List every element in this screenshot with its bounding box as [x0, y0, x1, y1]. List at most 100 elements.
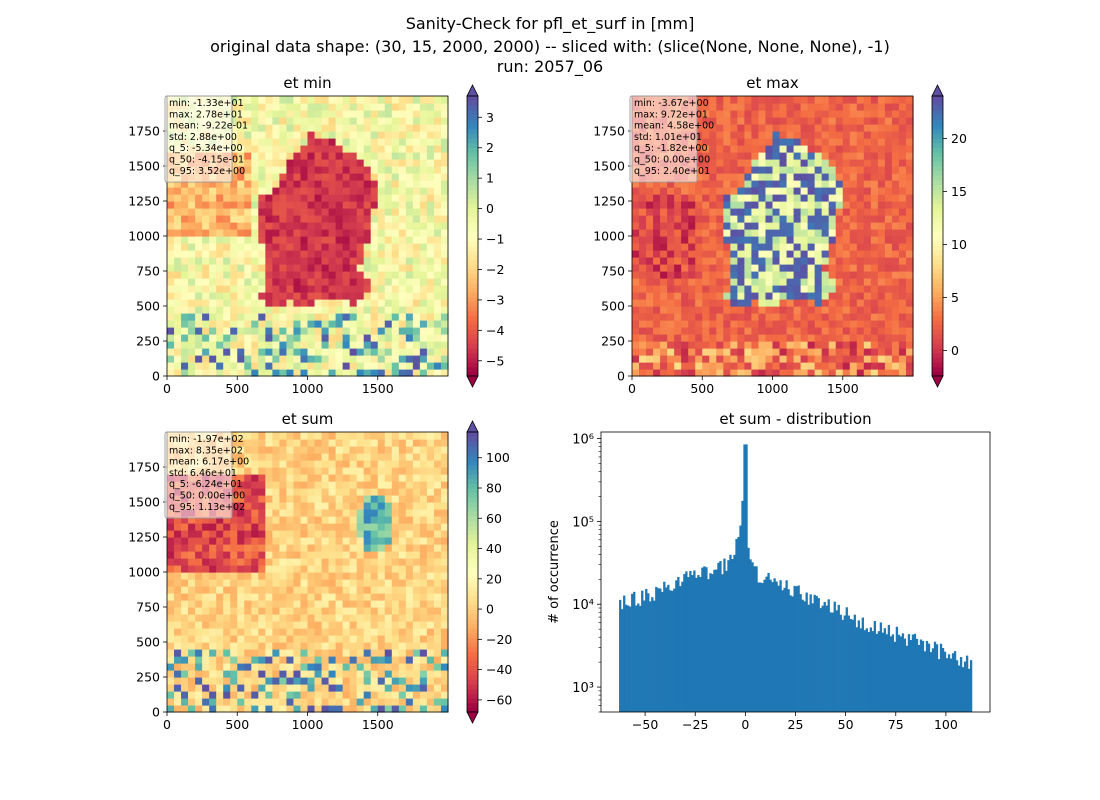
heatmap-cell — [293, 446, 302, 454]
heatmap-cell — [195, 523, 203, 531]
heatmap-cell — [758, 159, 767, 167]
heatmap-cell — [863, 299, 872, 307]
heatmap-cell — [419, 628, 428, 636]
heatmap-cell — [307, 628, 316, 636]
heatmap-cell — [174, 236, 182, 244]
heatmap-cell — [188, 355, 196, 363]
heatmap-cell — [391, 530, 400, 538]
heatmap-cell — [884, 208, 893, 216]
heatmap-cell — [195, 201, 203, 209]
heatmap-cell — [223, 558, 231, 566]
heatmap-cell — [751, 292, 760, 300]
heatmap-cell — [188, 194, 196, 202]
heatmap-cell — [828, 159, 837, 167]
heatmap-cell — [793, 187, 802, 195]
heatmap-cell — [828, 145, 837, 153]
heatmap-cell — [737, 257, 746, 265]
heatmap-cell — [293, 222, 302, 230]
heatmap-cell — [356, 460, 365, 468]
heatmap-cell — [314, 488, 323, 496]
heatmap-cell — [300, 180, 309, 188]
heatmap-cell — [223, 677, 231, 685]
heatmap-cell — [412, 698, 421, 706]
heatmap-cell — [237, 635, 245, 643]
heatmap-cell — [391, 439, 400, 447]
x-tick-label: 0 — [163, 381, 171, 396]
heatmap-cell — [419, 670, 428, 678]
colorbar-segment — [932, 226, 943, 232]
heatmap-cell — [877, 355, 886, 363]
heatmap-cell — [188, 516, 196, 524]
heatmap-cell — [349, 285, 358, 293]
heatmap-cell — [849, 257, 858, 265]
heatmap-cell — [300, 250, 309, 258]
heatmap-cell — [279, 446, 288, 454]
heatmap-cell — [209, 600, 217, 608]
heatmap-cell — [884, 152, 893, 160]
heatmap-cell — [384, 222, 393, 230]
heatmap-cell — [765, 117, 774, 125]
heatmap-cell — [349, 264, 358, 272]
heatmap-cell — [419, 537, 428, 545]
heatmap-cell — [730, 166, 738, 174]
heatmap-cell — [342, 565, 351, 573]
heatmap-cell — [237, 642, 245, 650]
heatmap-cell — [223, 201, 231, 209]
heatmap-cell — [807, 166, 816, 174]
heatmap-cell — [884, 278, 893, 286]
heatmap-cell — [877, 138, 886, 146]
heatmap-cell — [870, 278, 879, 286]
heatmap-cell — [335, 537, 344, 545]
heatmap-cell — [237, 691, 245, 699]
heatmap-cell — [251, 614, 259, 622]
heatmap-cell — [898, 362, 907, 370]
heatmap-cell — [356, 670, 365, 678]
colorbar-segment — [932, 366, 943, 372]
heatmap-cell — [419, 698, 428, 706]
heatmap-cell — [321, 355, 330, 363]
heatmap-cell — [237, 467, 245, 475]
heatmap-cell — [405, 537, 414, 545]
heatmap-cell — [898, 327, 907, 335]
heatmap-cell — [342, 145, 351, 153]
heatmap-cell — [223, 621, 231, 629]
heatmap-cell — [293, 656, 302, 664]
heatmap-cell — [321, 530, 330, 538]
heatmap-cell — [349, 96, 358, 104]
heatmap-cell — [632, 327, 640, 335]
heatmap-cell — [314, 642, 323, 650]
heatmap-cell — [870, 257, 879, 265]
heatmap-cell — [272, 453, 281, 461]
colorbar-segment — [932, 222, 943, 228]
heatmap-cell — [426, 138, 435, 146]
heatmap-cell — [426, 250, 435, 258]
heatmap-cell — [342, 572, 351, 580]
heatmap-cell — [828, 180, 837, 188]
heatmap-cell — [412, 257, 421, 265]
heatmap-cell — [849, 222, 858, 230]
heatmap-cell — [237, 621, 245, 629]
heatmap-cell — [195, 180, 203, 188]
heatmap-cell — [363, 502, 372, 510]
heatmap-cell — [709, 96, 717, 104]
y-tick-label: 500 — [136, 299, 160, 314]
heatmap-cell — [181, 600, 189, 608]
heatmap-cell — [349, 173, 358, 181]
colorbar-segment — [467, 268, 478, 274]
heatmap-cell — [230, 642, 238, 650]
heatmap-cell — [342, 663, 351, 671]
heatmap-cell — [391, 313, 400, 321]
heatmap-cell — [195, 691, 203, 699]
heatmap-cell — [765, 299, 774, 307]
heatmap-cell — [223, 327, 231, 335]
heatmap-cell — [167, 565, 175, 573]
heatmap-cell — [251, 285, 259, 293]
heatmap-cell — [370, 642, 379, 650]
heatmap-cell — [216, 621, 224, 629]
heatmap-cell — [370, 103, 379, 111]
heatmap-cell — [356, 306, 365, 314]
heatmap-cell — [342, 453, 351, 461]
heatmap-cell — [363, 369, 372, 377]
heatmap-cell — [293, 558, 302, 566]
heatmap-cell — [653, 334, 661, 342]
